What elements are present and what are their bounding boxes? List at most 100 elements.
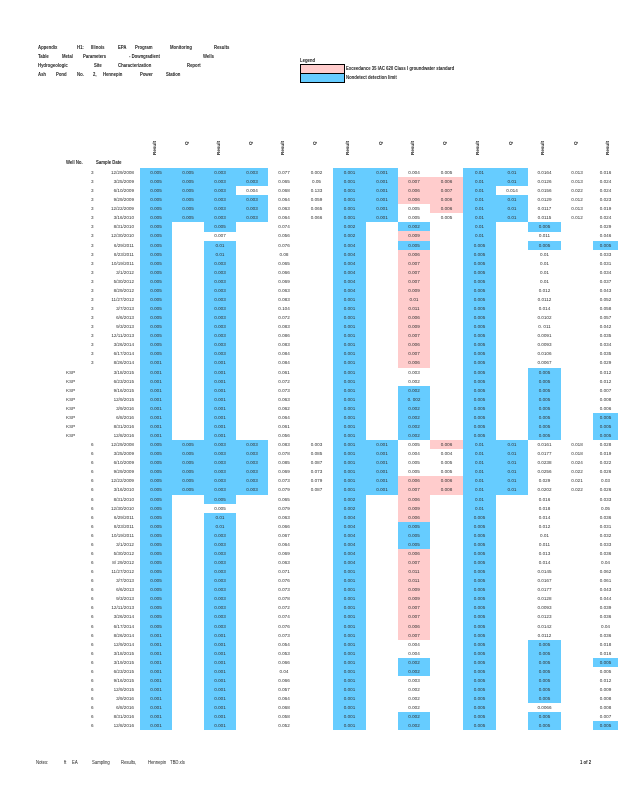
result-cell [366, 250, 398, 259]
well-number: 6 [91, 668, 94, 674]
result-cell [561, 612, 593, 621]
result-cell: 0.005 [440, 170, 453, 175]
well-number: 6 [91, 496, 94, 502]
result-cell [496, 522, 528, 531]
result-cell: 0.0117 [537, 206, 552, 212]
well-number: 3 [91, 260, 94, 266]
result-cell [496, 368, 528, 377]
result-cell [172, 631, 204, 640]
sample-date: 8/29/2012 [113, 287, 134, 293]
result-cell [496, 495, 528, 504]
result-cell [172, 268, 204, 277]
result-cell: 0.002 [408, 686, 420, 692]
result-cell: 0.033 [599, 251, 612, 257]
result-cell: 0.076 [278, 623, 290, 629]
result-cell [561, 712, 593, 721]
result-cell [236, 277, 268, 286]
result-cell: 0.024 [571, 460, 583, 466]
well-number: 6 [91, 469, 94, 475]
result-cell [561, 594, 593, 603]
result-cell [561, 259, 593, 268]
result-cell: 0.079 [278, 505, 290, 511]
well-number: 3 [91, 287, 94, 293]
result-cell: 0.0129 [537, 197, 552, 203]
result-cell: 0.01 [496, 204, 528, 214]
result-cell [561, 576, 593, 585]
result-cell [366, 612, 398, 621]
well-number: 6 [91, 587, 94, 593]
result-cell: 0.005 [528, 712, 561, 722]
result-cell: 0.004 [333, 249, 366, 259]
result-cell: 0.001 [333, 322, 366, 332]
result-cell: 0.039 [599, 605, 612, 611]
result-cell [496, 585, 528, 594]
sample-date: 12/29/2008 [111, 442, 134, 448]
result-cell: 0.005 [140, 294, 172, 305]
result-cell: 0.005 [408, 469, 420, 475]
result-cell: 0.004 [333, 548, 366, 559]
result-cell: 0.014 [538, 514, 551, 520]
result-cell [366, 594, 398, 603]
footer-note: EA [72, 760, 78, 766]
legend-exceedance-label: Exceedance 35 IAC 620 Class I groundwate… [346, 66, 455, 72]
result-cell [496, 349, 528, 358]
result-cell: 0.005 [140, 440, 172, 450]
sample-date: 11/27/2012 [111, 296, 134, 302]
result-cell: 0.01 [204, 512, 236, 522]
well-number: 6 [91, 460, 94, 466]
result-cell [496, 594, 528, 603]
sample-date: 6/8/2016 [116, 414, 134, 420]
result-cell: 0.005 [172, 195, 204, 205]
result-cell: 0.058 [599, 306, 612, 312]
result-cell: 0.064 [278, 414, 290, 420]
result-cell: 0.005 [463, 249, 496, 259]
result-cell: 0.033 [599, 496, 612, 502]
result-cell: 0.073 [278, 632, 290, 638]
result-cell: 0.001 [333, 621, 366, 631]
result-cell [561, 640, 593, 649]
result-cell: 0.01 [398, 294, 430, 305]
result-cell: 0.003 [204, 285, 236, 295]
result-cell [561, 549, 593, 558]
result-cell [561, 622, 593, 631]
result-cell: 0.01 [496, 168, 528, 178]
result-cell: 0.004 [333, 258, 366, 268]
sample-date: 8/26/2014 [113, 360, 134, 366]
sample-date: 8/31/2016 [113, 714, 134, 720]
result-cell: 0.062 [278, 405, 290, 411]
well-number: 6 [91, 677, 94, 683]
result-cell: 0.007 [398, 612, 430, 622]
well-number: KSP [66, 423, 76, 429]
result-cell [236, 268, 268, 277]
result-cell: 0.013 [571, 179, 583, 185]
result-cell: 0.003 [236, 204, 268, 214]
result-cell: 0.01 [496, 449, 528, 459]
result-cell: 0.012 [599, 677, 612, 683]
title-word: Pond [56, 72, 67, 78]
result-cell: 0.004 [408, 170, 420, 175]
result-cell [561, 349, 593, 358]
well-number: 3 [91, 197, 94, 203]
result-cell: 0.006 [398, 621, 430, 631]
result-cell: 0.003 [204, 567, 236, 577]
result-cell [172, 649, 204, 658]
result-cell: 0.005 [140, 304, 172, 314]
result-cell: 0.006 [398, 512, 430, 522]
result-cell [430, 649, 463, 658]
result-cell [561, 241, 593, 250]
sample-date: 6/29/2011 [113, 514, 134, 520]
result-cell [172, 676, 204, 685]
result-cell: 0.003 [236, 177, 268, 187]
result-cell: 0.001 [333, 186, 366, 196]
result-cell: 0.086 [278, 333, 290, 339]
result-cell: 0.01 [463, 476, 496, 486]
result-cell [366, 721, 398, 730]
well-number: 6 [91, 623, 94, 629]
result-cell [300, 640, 333, 649]
result-cell: 0.083 [278, 342, 290, 348]
result-cell [496, 358, 528, 367]
result-cell [496, 413, 528, 422]
result-cell: 0.001 [140, 421, 172, 432]
footer-note: Results, [121, 760, 137, 766]
result-cell: 0.0256 [537, 469, 552, 475]
